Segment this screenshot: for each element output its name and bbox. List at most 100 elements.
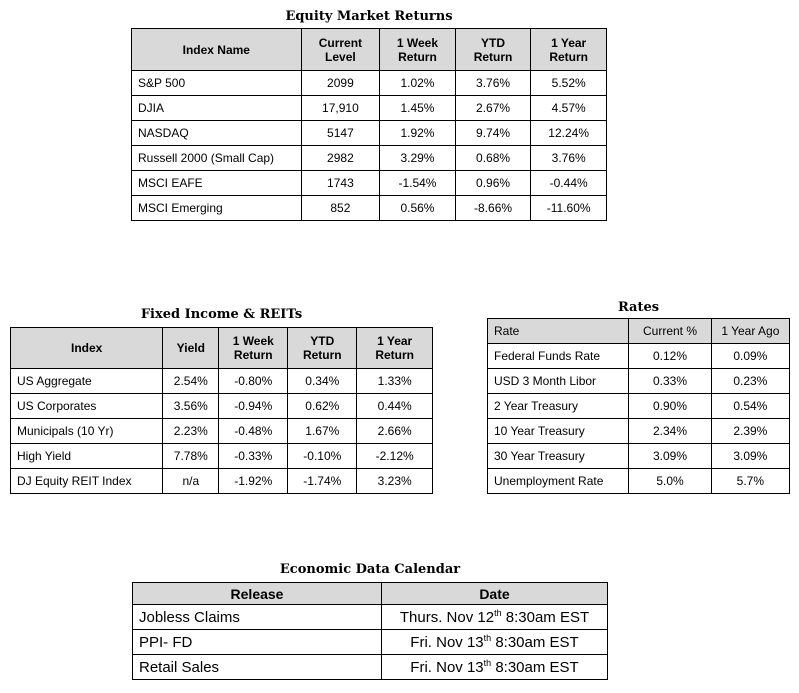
date-text: Fri. Nov 13 <box>410 634 484 651</box>
row-label-cell: US Aggregate <box>9 368 164 394</box>
column-header: Current % <box>628 318 712 344</box>
fixed-income-table: Index Yield 1 Week Return YTD Return 1 Y… <box>9 327 433 494</box>
value-cell: 3.23% <box>356 468 433 494</box>
table-row: MSCI Emerging 852 0.56% -8.66% -11.60% <box>131 195 607 221</box>
column-header: Date <box>381 582 608 605</box>
column-header: Release <box>132 582 382 605</box>
value-cell: 17,910 <box>300 95 381 121</box>
table-row: 30 Year Treasury 3.09% 3.09% <box>486 443 791 469</box>
value-cell: 0.62% <box>287 393 358 419</box>
value-cell: 0.90% <box>628 393 712 419</box>
row-label-cell: DJIA <box>131 95 302 121</box>
value-cell: 3.29% <box>379 145 456 171</box>
column-header: 1 Week Return <box>218 327 289 369</box>
table-row: Municipals (10 Yr) 2.23% -0.48% 1.67% 2.66% <box>9 418 433 444</box>
value-cell: 0.12% <box>628 343 712 369</box>
date-text: Fri. Nov 13 <box>410 659 484 676</box>
row-label-cell: High Yield <box>9 443 164 469</box>
release-cell: Retail Sales <box>132 654 382 680</box>
value-cell: 2.39% <box>710 418 791 444</box>
row-label-cell: US Corporates <box>9 393 164 419</box>
table-row: NASDAQ 5147 1.92% 9.74% 12.24% <box>131 120 607 146</box>
release-cell: PPI- FD <box>132 629 382 655</box>
row-label-cell: 2 Year Treasury <box>486 393 630 419</box>
column-header: 1 Year Return <box>530 28 607 71</box>
value-cell: n/a <box>162 468 220 494</box>
row-label-cell: S&P 500 <box>131 70 302 96</box>
value-cell: 0.44% <box>356 393 433 419</box>
time-text: 8:30am EST <box>491 659 579 676</box>
table-row: Federal Funds Rate 0.12% 0.09% <box>486 343 791 369</box>
table-row: US Aggregate 2.54% -0.80% 0.34% 1.33% <box>9 368 433 394</box>
value-cell: -11.60% <box>530 195 607 221</box>
value-cell: 3.76% <box>530 145 607 171</box>
value-cell: 5.0% <box>628 468 712 494</box>
table-row: Russell 2000 (Small Cap) 2982 3.29% 0.68% 3.… <box>131 145 607 171</box>
column-header: YTD Return <box>454 28 532 71</box>
table-header-row: Release Date <box>132 582 608 605</box>
column-header: Rate <box>486 318 630 344</box>
row-label-cell: Unemployment Rate <box>486 468 630 494</box>
column-header: Index <box>9 327 164 369</box>
value-cell: 2099 <box>300 70 381 96</box>
row-label-cell: Municipals (10 Yr) <box>9 418 164 444</box>
table-row: High Yield 7.78% -0.33% -0.10% -2.12% <box>9 443 433 469</box>
row-label-cell: MSCI EAFE <box>131 170 302 196</box>
column-header: 1 Week Return <box>379 28 456 71</box>
value-cell: -1.54% <box>379 170 456 196</box>
date-cell: Thurs. Nov 12th 8:30am EST <box>381 604 608 630</box>
value-cell: 1.33% <box>356 368 433 394</box>
value-cell: 1.67% <box>287 418 358 444</box>
value-cell: 3.56% <box>162 393 220 419</box>
date-cell: Fri. Nov 13th 8:30am EST <box>381 654 608 680</box>
value-cell: 1.92% <box>379 120 456 146</box>
table-row: PPI- FD Fri. Nov 13th 8:30am EST <box>132 629 608 655</box>
ordinal-suffix: th <box>483 633 492 643</box>
value-cell: 5.7% <box>710 468 791 494</box>
value-cell: -0.33% <box>218 443 289 469</box>
value-cell: -2.12% <box>356 443 433 469</box>
equity-title: Equity Market Returns <box>285 9 453 24</box>
calendar-title: Economic Data Calendar <box>279 562 461 577</box>
value-cell: 1743 <box>300 170 381 196</box>
table-row: Jobless Claims Thurs. Nov 12th 8:30am EST <box>132 604 608 630</box>
value-cell: 1.45% <box>379 95 456 121</box>
value-cell: -8.66% <box>454 195 532 221</box>
value-cell: -0.94% <box>218 393 289 419</box>
table-row: MSCI EAFE 1743 -1.54% 0.96% -0.44% <box>131 170 607 196</box>
value-cell: 3.76% <box>454 70 532 96</box>
table-row: Unemployment Rate 5.0% 5.7% <box>486 468 791 494</box>
value-cell: 0.33% <box>628 368 712 394</box>
value-cell: 3.09% <box>628 443 712 469</box>
equity-returns-table: Index Name Current Level 1 Week Return Y… <box>131 28 607 221</box>
value-cell: 0.54% <box>710 393 791 419</box>
row-label-cell: USD 3 Month Libor <box>486 368 630 394</box>
table-row: 2 Year Treasury 0.90% 0.54% <box>486 393 791 419</box>
column-header: YTD Return <box>287 327 358 369</box>
value-cell: 0.09% <box>710 343 791 369</box>
row-label-cell: 10 Year Treasury <box>486 418 630 444</box>
value-cell: 7.78% <box>162 443 220 469</box>
value-cell: 2982 <box>300 145 381 171</box>
value-cell: 0.56% <box>379 195 456 221</box>
value-cell: 12.24% <box>530 120 607 146</box>
table-row: DJIA 17,910 1.45% 2.67% 4.57% <box>131 95 607 121</box>
table-row: US Corporates 3.56% -0.94% 0.62% 0.44% <box>9 393 433 419</box>
value-cell: 4.57% <box>530 95 607 121</box>
column-header: Yield <box>162 327 220 369</box>
row-label-cell: NASDAQ <box>131 120 302 146</box>
time-text: 8:30am EST <box>501 609 590 626</box>
value-cell: 2.23% <box>162 418 220 444</box>
value-cell: 5147 <box>300 120 381 146</box>
economic-calendar-table: Release Date Jobless Claims Thurs. Nov 12… <box>132 582 608 680</box>
row-label-cell: Russell 2000 (Small Cap) <box>131 145 302 171</box>
table-row: S&P 500 2099 1.02% 3.76% 5.52% <box>131 70 607 96</box>
date-text: Thurs. Nov 12 <box>399 609 495 626</box>
table-header-row: Index Yield 1 Week Return YTD Return 1 Y… <box>9 327 433 369</box>
ordinal-suffix: th <box>494 608 502 618</box>
rates-table: Rate Current % 1 Year Ago Federal Funds … <box>486 318 791 494</box>
fixed-income-title: Fixed Income & REITs <box>140 307 303 322</box>
value-cell: -1.74% <box>287 468 358 494</box>
table-row: USD 3 Month Libor 0.33% 0.23% <box>486 368 791 394</box>
row-label-cell: DJ Equity REIT Index <box>9 468 164 494</box>
